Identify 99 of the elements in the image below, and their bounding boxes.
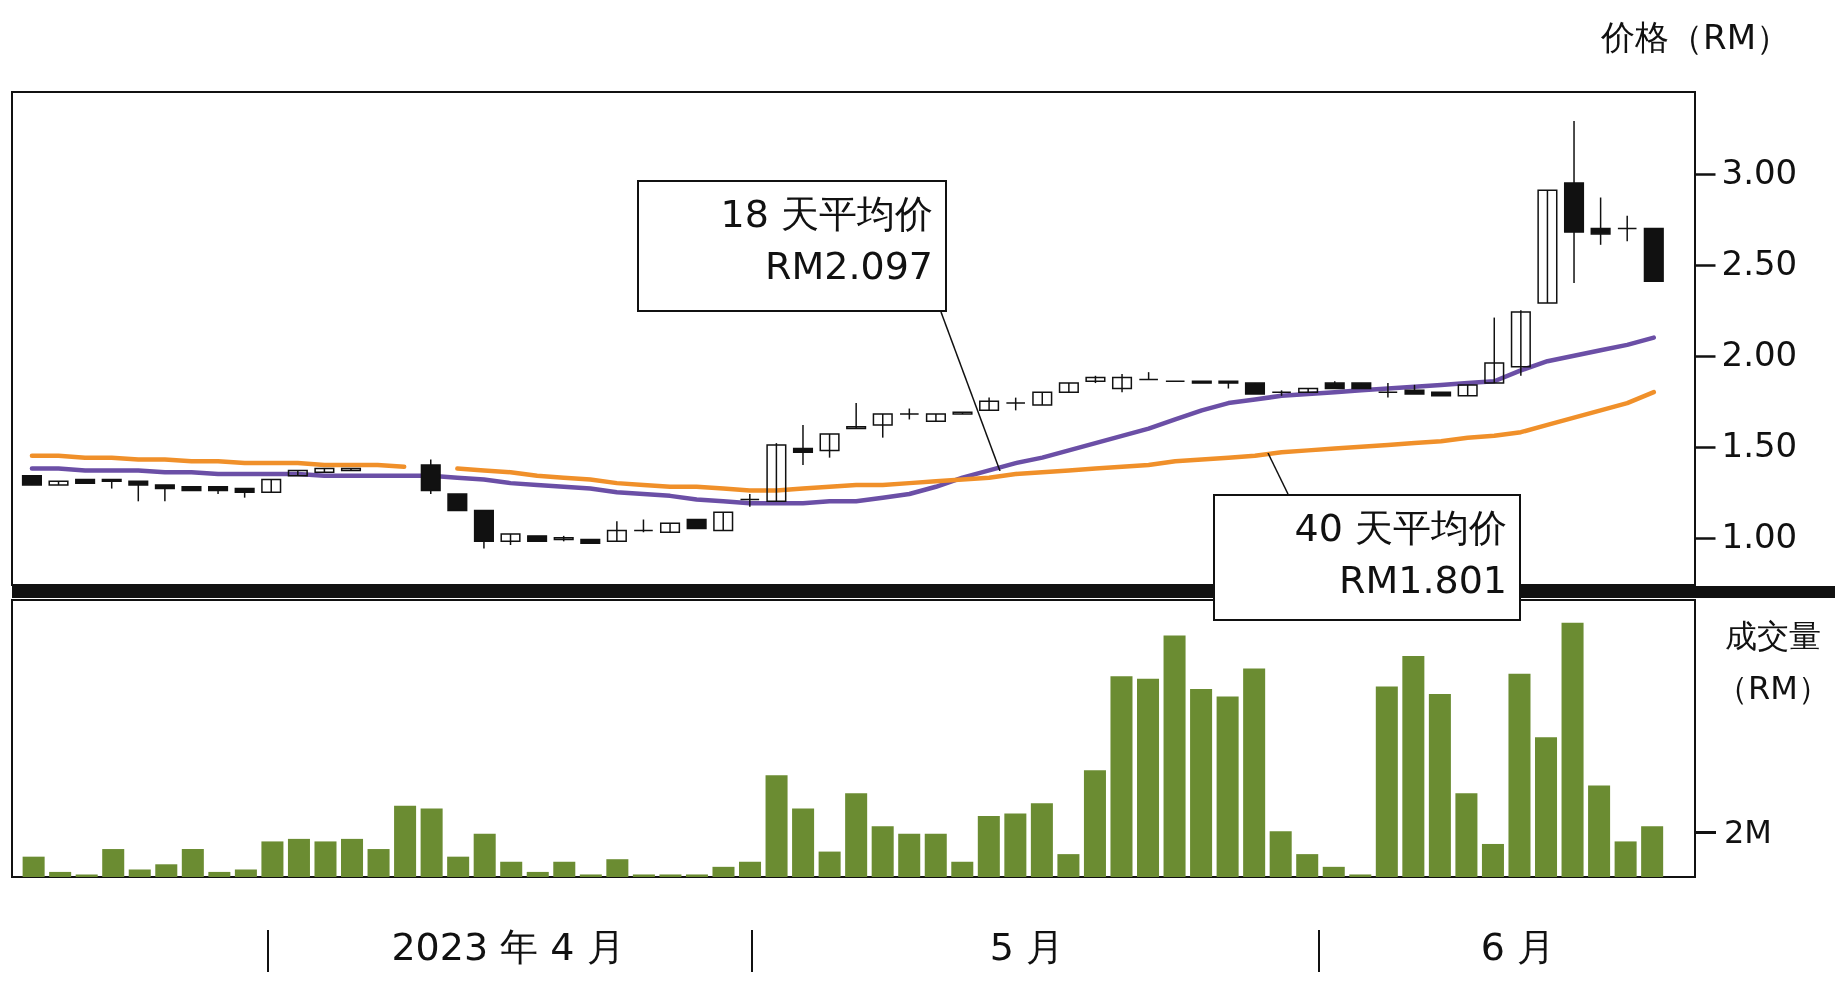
- bar: [49, 871, 72, 877]
- bar: [473, 833, 496, 877]
- candlestick: [819, 433, 840, 459]
- bar: [367, 849, 390, 877]
- bar: [1614, 841, 1637, 877]
- bar: [1296, 854, 1319, 877]
- annotation: 18 天平均价 RM2.097: [719, 191, 933, 290]
- candlestick: [287, 469, 308, 477]
- bar: [1137, 678, 1160, 877]
- candlestick: [1058, 382, 1079, 393]
- text: 2M: [1724, 813, 1772, 851]
- bar: [1535, 737, 1558, 877]
- text: 6 月: [1480, 923, 1556, 971]
- bar: [606, 859, 629, 877]
- bar: [341, 838, 364, 877]
- text: 2023 年 4 月: [391, 923, 625, 971]
- bar: [1269, 831, 1292, 877]
- bar: [1083, 770, 1106, 877]
- bar: [1322, 866, 1345, 877]
- candlestick: [979, 396, 1000, 412]
- bar: [951, 861, 974, 877]
- bar: [420, 808, 443, 877]
- y-axis-title: 成交量（RM）: [1715, 616, 1831, 709]
- bar: [1163, 635, 1186, 877]
- bar: [1216, 696, 1239, 877]
- bar: [659, 874, 682, 877]
- bar: [128, 869, 151, 877]
- bar: [1588, 785, 1611, 877]
- candlestick: [925, 413, 946, 423]
- bar: [314, 841, 337, 877]
- bar: [792, 808, 815, 877]
- bar: [102, 849, 125, 877]
- bar: [208, 871, 231, 877]
- bar: [234, 869, 257, 877]
- bar: [898, 833, 921, 877]
- bar: [845, 793, 868, 877]
- y-tick-label: 1.00: [1721, 516, 1798, 557]
- candlestick: [261, 478, 282, 493]
- bar: [765, 775, 788, 877]
- bar: [394, 805, 417, 877]
- y-tick-label: 1.50: [1721, 425, 1798, 466]
- bar: [1110, 676, 1133, 877]
- candlestick: [1537, 189, 1558, 304]
- bar: [871, 826, 894, 877]
- bar: [1428, 694, 1451, 877]
- candlestick: [1590, 196, 1611, 246]
- bar: [553, 861, 576, 877]
- candlestick: [766, 442, 787, 503]
- bar: [818, 851, 841, 877]
- y-tick-label: 3.00: [1721, 152, 1798, 193]
- bar: [22, 856, 45, 877]
- y-tick-label: 2.50: [1721, 243, 1798, 284]
- candlestick: [606, 520, 627, 543]
- bar: [181, 849, 204, 877]
- bar: [287, 838, 310, 877]
- candlestick: [659, 522, 681, 533]
- annotation: 40 天平均价 RM1.801: [1293, 505, 1507, 604]
- bar: [1349, 874, 1372, 877]
- candlestick: [739, 493, 760, 508]
- line-series: [29, 335, 1657, 506]
- bar: [924, 833, 947, 877]
- bar: [712, 866, 735, 877]
- bar: [1190, 688, 1213, 877]
- candlestick: [713, 511, 734, 532]
- bar: [1030, 803, 1053, 877]
- y-axis-title: 价格（RM）: [1600, 16, 1790, 57]
- candlestick: [792, 424, 814, 466]
- candlestick: [1617, 214, 1638, 242]
- candlestick: [846, 402, 867, 430]
- bar: [75, 874, 98, 877]
- candlestick: [872, 413, 893, 439]
- bar: [526, 871, 549, 877]
- bar: [1375, 686, 1398, 877]
- bar: [1455, 793, 1478, 877]
- candlestick: [1510, 309, 1531, 377]
- bar: [632, 874, 655, 877]
- bar: [500, 861, 523, 877]
- bar: [1402, 655, 1425, 877]
- bar: [977, 816, 1000, 877]
- candlestick: [1111, 373, 1133, 393]
- text: 5 月: [989, 923, 1065, 971]
- candlestick: [128, 480, 149, 503]
- bar: [447, 856, 470, 877]
- candlestick: [154, 484, 175, 503]
- bar: [1641, 826, 1664, 877]
- y-tick-label: 2.00: [1721, 334, 1798, 375]
- bar: [1057, 854, 1080, 877]
- bar: [1481, 843, 1504, 877]
- bar: [579, 874, 602, 877]
- bar: [685, 874, 708, 877]
- bar: [1508, 673, 1531, 877]
- candlestick: [1484, 316, 1505, 384]
- bar: [739, 861, 762, 877]
- bar: [261, 841, 284, 877]
- bar: [1243, 668, 1266, 877]
- candlestick: [1377, 382, 1398, 399]
- bar: [1561, 622, 1584, 877]
- bar: [155, 864, 178, 877]
- bar: [1004, 813, 1027, 877]
